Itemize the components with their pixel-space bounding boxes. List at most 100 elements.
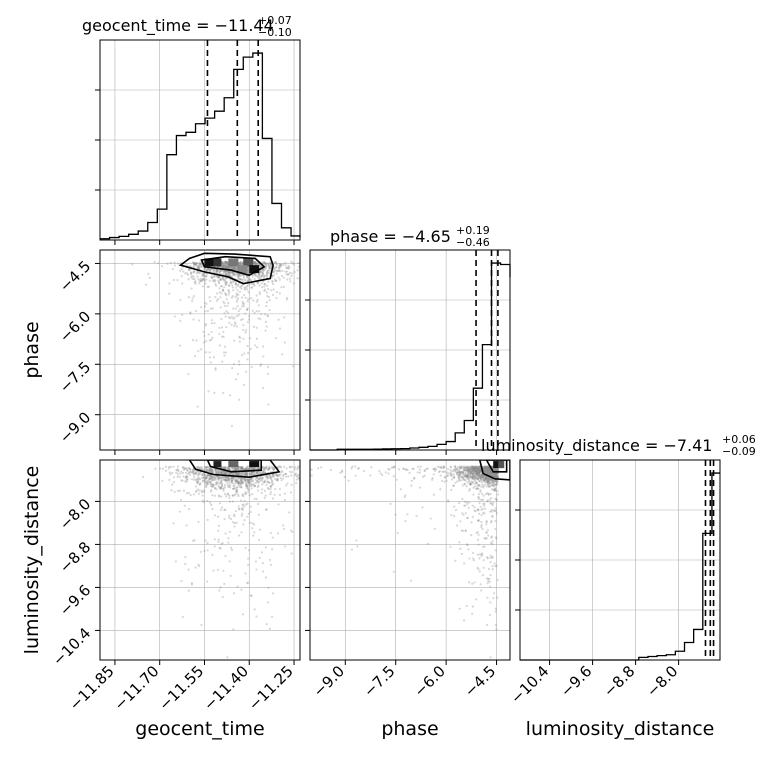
scatter-point — [464, 474, 468, 477]
scatter-point — [471, 469, 474, 472]
scatter-point — [202, 480, 205, 483]
scatter-point — [490, 471, 493, 474]
scatter-point — [211, 268, 214, 271]
scatter-point — [296, 277, 299, 280]
scatter-point — [489, 541, 493, 545]
scatter-point — [221, 265, 224, 268]
scatter-point — [190, 287, 193, 290]
scatter-point — [253, 261, 257, 264]
scatter-point — [272, 466, 275, 470]
scatter-point — [495, 468, 498, 471]
scatter-point — [242, 276, 245, 279]
scatter-point — [264, 546, 267, 549]
scatter-point — [234, 479, 238, 482]
scatter-point — [493, 473, 497, 476]
scatter-point — [248, 480, 251, 483]
scatter-point — [471, 465, 474, 468]
scatter-point — [473, 479, 476, 483]
scatter-point — [265, 483, 268, 487]
scatter-point — [232, 476, 235, 479]
scatter-point — [467, 469, 471, 472]
scatter-point — [491, 473, 494, 476]
scatter-point — [416, 471, 419, 474]
scatter-point — [232, 487, 235, 491]
scatter-point — [247, 318, 251, 321]
scatter-point — [378, 469, 381, 473]
scatter-point — [489, 492, 492, 496]
scatter-point — [483, 545, 486, 548]
scatter-point — [269, 269, 272, 272]
scatter-point — [260, 274, 264, 277]
scatter-point — [480, 480, 483, 484]
scatter-point — [289, 280, 292, 283]
scatter-point — [473, 485, 476, 488]
scatter-point — [226, 261, 229, 264]
scatter-point — [267, 262, 270, 265]
scatter-point — [410, 479, 413, 483]
scatter-point — [266, 273, 269, 276]
xtick-label-luminosity_distance: −10.4 — [507, 662, 552, 707]
scatter-point — [221, 264, 225, 267]
scatter-point — [446, 499, 450, 502]
density-cell-1 — [498, 461, 505, 469]
scatter-point — [206, 580, 209, 583]
scatter-point — [197, 472, 200, 476]
scatter-point — [460, 467, 463, 470]
scatter-point — [476, 553, 479, 556]
hist-luminosity_distance-step — [520, 472, 720, 661]
scatter-point — [288, 470, 292, 473]
scatter-point — [494, 565, 497, 568]
scatter-point — [247, 473, 250, 476]
scatter-point — [465, 543, 468, 546]
scatter-point — [478, 467, 481, 471]
scatter-point — [236, 275, 239, 278]
xtick-label-phase: −7.5 — [360, 662, 398, 700]
scatter-point — [470, 469, 473, 472]
scatter-point — [202, 273, 205, 276]
scatter-point — [255, 263, 258, 266]
scatter-point — [231, 295, 234, 298]
scatter-point — [480, 473, 483, 477]
scatter-point — [269, 477, 273, 480]
scatter-point — [488, 473, 491, 476]
scatter-point — [229, 266, 232, 269]
scatter-point — [496, 481, 499, 484]
scatter-point — [453, 505, 456, 508]
scatter-point — [228, 468, 231, 471]
scatter-point — [210, 503, 213, 507]
scatter-point — [242, 305, 245, 308]
scatter-point — [483, 483, 487, 486]
scatter-point — [261, 476, 264, 480]
scatter-point — [259, 270, 262, 273]
scatter-point — [210, 319, 214, 322]
scatter-point — [496, 475, 499, 478]
scatter-point — [276, 474, 279, 477]
scatter-point — [168, 465, 171, 468]
scatter-point — [474, 469, 477, 473]
scatter-point — [189, 471, 192, 474]
scatter-point — [192, 473, 195, 476]
scatter-point — [240, 278, 243, 281]
scatter-point — [418, 486, 422, 489]
scatter-point — [468, 471, 471, 474]
scatter-point — [495, 467, 498, 470]
scatter-point — [245, 471, 248, 475]
scatter-point — [260, 363, 263, 366]
scatter-point — [262, 465, 265, 468]
scatter-point — [239, 261, 242, 264]
scatter-point — [263, 289, 266, 293]
scatter-point — [393, 465, 396, 468]
scatter-point — [417, 465, 420, 468]
scatter-point — [483, 468, 486, 471]
scatter-point — [189, 311, 192, 314]
scatter-point — [454, 468, 457, 471]
scatter-point — [494, 483, 498, 486]
scatter-point — [220, 471, 223, 474]
scatter-point — [464, 475, 467, 478]
scatter-point — [239, 482, 242, 485]
scatter-point — [487, 470, 490, 473]
scatter-point — [221, 360, 224, 363]
scatter-point — [256, 479, 259, 482]
scatter-point — [474, 467, 477, 470]
scatter-point — [250, 487, 253, 490]
